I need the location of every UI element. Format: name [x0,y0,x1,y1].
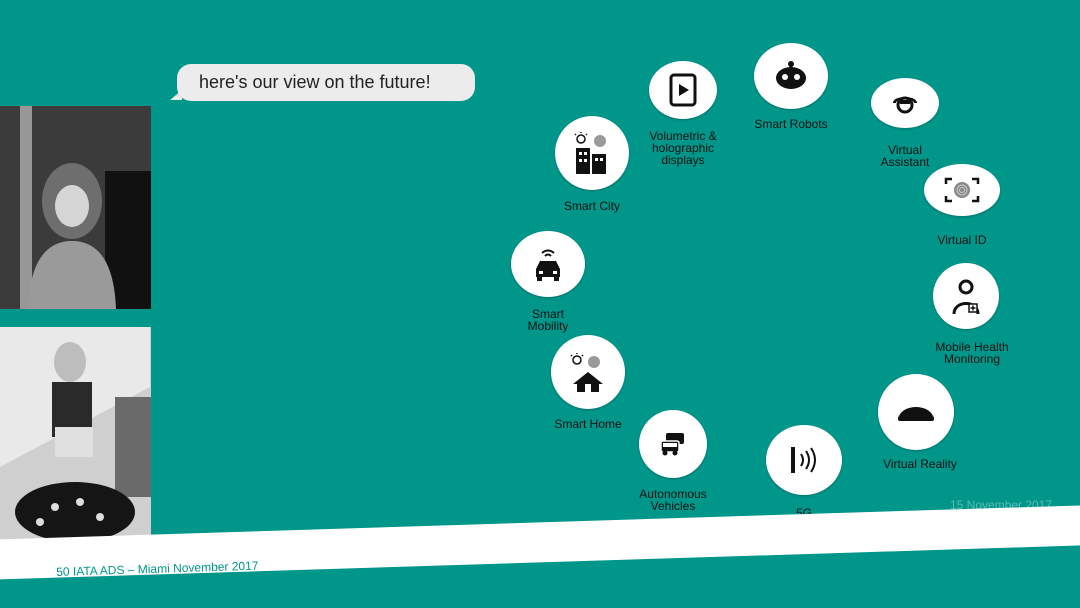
doctor-icon [952,279,980,314]
item-label: Smart City [563,199,620,213]
photo-child-playground [0,327,151,546]
item-label: Smart Home [554,417,622,431]
item-label: Volumetric & holographic displays [649,129,717,167]
connected-car-icon [536,249,560,281]
speech-bubble-tail [170,90,182,100]
smart-city-icon [574,132,606,174]
item-label: Smart Mobility [527,307,569,333]
vehicles-icon [660,433,684,456]
fingerprint-icon [944,177,980,203]
tablet-play-icon [669,73,697,107]
item-label: Mobile Health Monitoring [935,340,1009,366]
assistant-icon [893,96,917,114]
item-label: Smart Robots [754,117,828,131]
signal-icon [791,447,816,473]
smart-home-icon [570,353,603,392]
photo-girl-portrait [0,106,151,309]
speech-bubble-text: here's our view on the future! [199,72,431,92]
speech-bubble: here's our view on the future! [177,64,475,101]
item-label: Autonomous Vehicles [639,487,707,513]
item-label: Virtual Assistant [880,143,930,169]
robot-icon [776,61,806,89]
item-label: Virtual Reality [883,457,957,471]
vr-headset-icon [898,407,934,421]
item-label: Virtual ID [937,233,987,247]
